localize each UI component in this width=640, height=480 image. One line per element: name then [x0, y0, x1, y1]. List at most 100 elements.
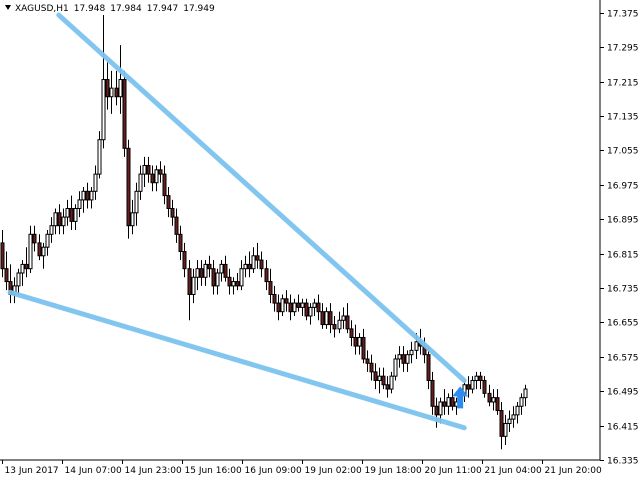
price-tick-label: 16.975 [607, 182, 639, 192]
bull-candle [523, 388, 528, 399]
price-tick-label: 17.375 [607, 10, 639, 20]
bull-candle [73, 208, 78, 222]
bull-candle [101, 79, 106, 141]
bear-candle [442, 401, 447, 407]
price-tick-label: 16.655 [607, 319, 639, 329]
bull-candle [154, 169, 159, 184]
price-tick-label: 16.815 [607, 251, 639, 261]
trendline-lower [7, 289, 467, 431]
bear-candle [150, 173, 155, 184]
bear-candle [276, 302, 281, 313]
bull-candle [142, 165, 147, 175]
bear-candle [211, 268, 216, 287]
bear-candle [4, 268, 9, 283]
bear-candle [430, 379, 435, 407]
bull-candle [134, 190, 139, 214]
bear-candle [57, 212, 62, 227]
bull-candle [491, 397, 496, 403]
bear-candle [495, 397, 500, 412]
bull-candle [389, 375, 394, 390]
bull-candle [20, 263, 25, 274]
bear-candle [227, 276, 232, 287]
bull-candle [503, 422, 508, 437]
bull-candle [231, 281, 236, 287]
bull-candle [446, 397, 451, 407]
bull-candle [109, 87, 114, 98]
bull-candle [357, 336, 362, 347]
bear-candle [170, 208, 175, 218]
bull-candle [215, 272, 220, 287]
bear-candle [259, 259, 264, 270]
bull-candle [41, 246, 46, 257]
open-value: 17.948 [73, 4, 106, 14]
bull-candle [65, 208, 70, 218]
price-tick-label: 17.215 [607, 79, 639, 89]
bull-candle [474, 375, 479, 381]
bear-candle [114, 87, 119, 98]
bull-candle [45, 233, 50, 248]
bull-candle [341, 315, 346, 321]
time-tick-label: 16 Jun 09:00 [245, 466, 302, 476]
time-tick-label: 19 Jun 18:00 [365, 466, 422, 476]
bull-candle [195, 268, 200, 278]
bull-candle [507, 418, 512, 424]
bull-candle [49, 225, 54, 235]
bear-candle [24, 263, 29, 270]
trendline-upper [56, 12, 467, 383]
bear-candle [37, 242, 42, 257]
bull-candle [138, 173, 143, 192]
bear-candle [316, 302, 321, 313]
time-tick-label: 19 Jun 02:00 [305, 466, 362, 476]
bull-candle [405, 354, 410, 364]
dropdown-triangle-icon[interactable] [5, 5, 11, 10]
high-value: 17.984 [110, 4, 142, 14]
bull-candle [414, 341, 419, 351]
time-tick-label: 21 Jun 04:00 [485, 466, 542, 476]
bull-candle [515, 405, 520, 416]
bear-candle [174, 216, 179, 235]
bear-candle [247, 263, 252, 270]
time-tick-label: 13 Jun 2017 [5, 466, 59, 476]
bear-candle [361, 336, 366, 360]
bear-candle [345, 315, 350, 330]
bear-candle [69, 208, 74, 222]
bear-candle [199, 268, 204, 278]
bull-candle [16, 272, 21, 287]
bear-candle [264, 268, 269, 283]
bull-candle [243, 263, 248, 270]
bull-candle [97, 139, 102, 175]
bear-candle [32, 233, 37, 244]
bull-candle [377, 375, 382, 381]
bear-candle [105, 79, 110, 98]
bull-candle [519, 397, 524, 407]
bear-candle [332, 324, 337, 330]
bear-candle [166, 195, 171, 210]
bear-candle [158, 169, 163, 175]
bull-candle [308, 306, 313, 317]
bear-candle [401, 354, 406, 364]
chart-header: XAGUSD,H1 17.948 17.984 17.947 17.949 [5, 4, 215, 14]
bear-candle [182, 250, 187, 270]
bear-candle [353, 336, 358, 347]
bear-candle [126, 147, 131, 227]
bear-candle [365, 358, 370, 364]
bear-candle [328, 311, 333, 326]
bull-candle [130, 212, 135, 227]
bear-candle [207, 263, 212, 270]
bear-candle [223, 263, 228, 278]
bull-candle [337, 319, 342, 330]
bull-candle [93, 173, 98, 192]
bull-candle [300, 302, 305, 308]
bull-candle [89, 190, 94, 201]
time-tick-label: 14 Jun 07:00 [65, 466, 122, 476]
bear-candle [122, 79, 127, 149]
buy-arrow-icon [452, 386, 469, 409]
bull-candle [28, 233, 33, 270]
bear-candle [466, 384, 471, 390]
bear-candle [320, 311, 325, 326]
bear-candle [434, 405, 439, 416]
bear-candle [499, 410, 504, 437]
bull-candle [312, 302, 317, 308]
